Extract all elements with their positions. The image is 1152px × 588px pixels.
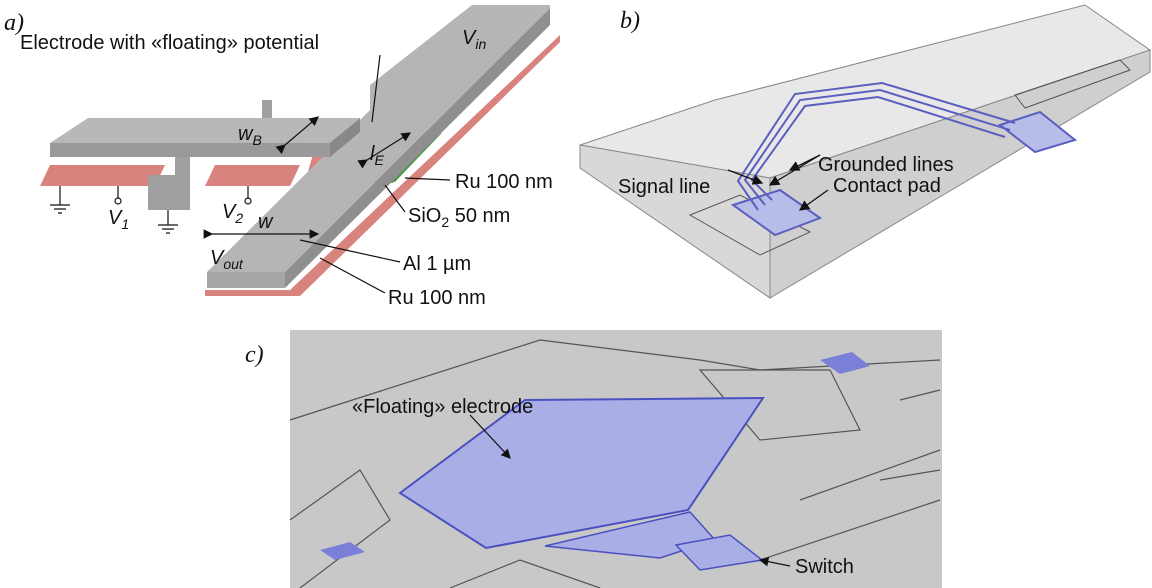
annotation: Switch	[795, 556, 854, 578]
text: 50 nm	[449, 205, 510, 227]
annotation: w	[258, 211, 274, 233]
annotation: Al 1 µm	[403, 253, 471, 275]
figure: a) Electrode wit	[0, 0, 1152, 588]
annotation: Contact pad	[833, 175, 941, 197]
subscript: E	[374, 152, 384, 168]
annotation: Ru 100 nm	[455, 171, 553, 193]
subscript: in	[475, 36, 486, 52]
annotation: Ru 100 nm	[388, 287, 486, 309]
text: SiO	[408, 205, 441, 227]
panel-c: c) «Floating» electrode Switch	[245, 330, 942, 588]
panel-label: b)	[620, 8, 640, 34]
electrode-top	[50, 118, 360, 143]
annotation: V1	[108, 207, 129, 232]
annotation: «Floating» electrode	[352, 396, 533, 418]
panel-label: c)	[245, 342, 264, 368]
panel-a: a) Electrode wit	[4, 5, 560, 309]
subscript: 2	[441, 214, 449, 230]
subscript: B	[252, 132, 261, 148]
subscript: 1	[121, 216, 129, 232]
annotation: Grounded lines	[818, 154, 954, 176]
annotation: Electrode with «floating» potential	[20, 32, 319, 54]
subscript: 2	[234, 210, 243, 226]
strip-side	[207, 272, 285, 288]
annotation: V2	[222, 201, 243, 226]
pad	[205, 165, 300, 186]
panel-b: b) Grounded lines Signal line Contact pa…	[580, 5, 1150, 298]
electrode-front	[50, 143, 330, 157]
annotation: SiO2 50 nm	[408, 205, 510, 230]
annotation: Signal line	[618, 176, 710, 198]
switch-block	[175, 157, 190, 175]
subscript: out	[223, 256, 244, 272]
switch-block	[148, 175, 190, 210]
